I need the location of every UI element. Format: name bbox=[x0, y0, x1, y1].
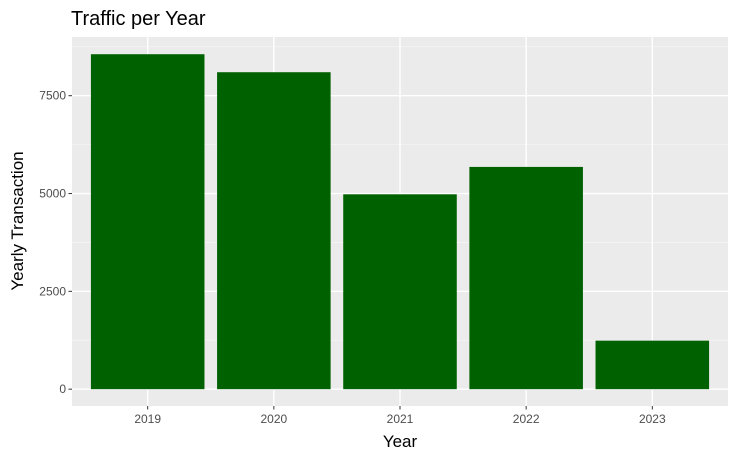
chart-title: Traffic per Year bbox=[71, 8, 206, 30]
y-tick-label: 7500 bbox=[39, 89, 66, 103]
bar-2020 bbox=[217, 72, 331, 390]
x-axis: 2019 2020 2021 2022 2023 bbox=[134, 406, 666, 426]
bar-2023 bbox=[595, 340, 710, 390]
x-tick-label: 2020 bbox=[260, 412, 287, 426]
bar-2022 bbox=[469, 166, 583, 390]
y-tick-label: 2500 bbox=[39, 284, 66, 298]
y-axis: 0 2500 5000 7500 bbox=[39, 89, 72, 396]
y-axis-title: Yearly Transaction bbox=[8, 151, 27, 290]
bar-2019 bbox=[90, 54, 205, 390]
bars bbox=[90, 54, 710, 390]
x-tick-label: 2023 bbox=[639, 412, 666, 426]
y-tick-label: 0 bbox=[59, 382, 66, 396]
x-tick-label: 2022 bbox=[513, 412, 540, 426]
bar-2021 bbox=[343, 194, 457, 390]
y-tick-label: 5000 bbox=[39, 187, 66, 201]
x-tick-label: 2021 bbox=[387, 412, 414, 426]
x-axis-title: Year bbox=[383, 432, 418, 451]
x-tick-label: 2019 bbox=[134, 412, 161, 426]
